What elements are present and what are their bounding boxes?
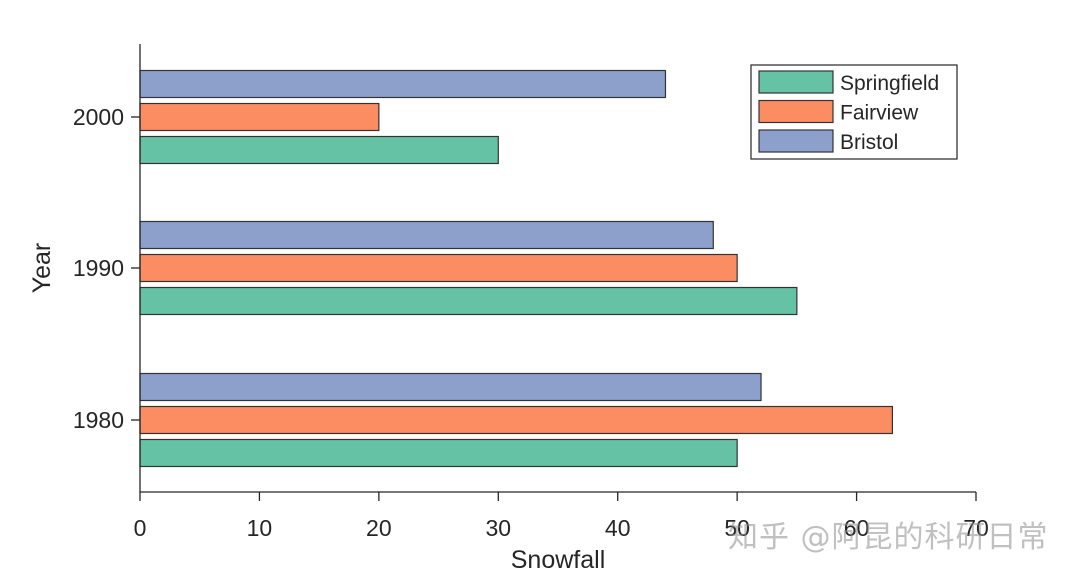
y-tick-label: 1990: [73, 255, 124, 281]
legend-label-springfield: Springfield: [840, 72, 939, 95]
bar-springfield-1980: [139, 438, 738, 468]
legend-swatch-fairview: [758, 99, 834, 124]
bar-bristol-1990: [139, 220, 714, 250]
x-tick-label: 40: [605, 515, 631, 541]
bar-bristol-1980: [139, 372, 762, 402]
bar-springfield-1990: [139, 286, 798, 316]
bar-springfield-2000: [139, 135, 499, 165]
x-tick-label: 20: [366, 515, 392, 541]
bar-fairview-1980: [139, 405, 894, 435]
y-tick-label: 1980: [73, 407, 124, 433]
bar-fairview-2000: [139, 102, 380, 132]
axes-group: 0 10 20 30 40 50 60 70 1980 1990 2000: [73, 44, 989, 541]
x-tick-label: 50: [724, 515, 750, 541]
x-tick-label: 30: [485, 515, 511, 541]
y-tick-label: 2000: [73, 104, 124, 130]
legend-swatch-springfield: [758, 70, 834, 94]
bar-bristol-2000: [139, 69, 667, 99]
y-axis-label: Year: [28, 243, 56, 294]
watermark: 知乎 @阿昆的科研日常: [728, 520, 1049, 555]
legend-label-bristol: Bristol: [840, 131, 898, 154]
bars-group: [139, 69, 894, 468]
x-axis-label: Snowfall: [511, 546, 606, 574]
x-tick-label: 60: [844, 515, 870, 541]
x-tick-label: 70: [963, 515, 989, 541]
legend-swatch-bristol: [758, 129, 834, 153]
legend: Springfield Fairview Bristol: [750, 64, 958, 160]
bar-fairview-1990: [139, 253, 738, 283]
x-tick-label: 0: [134, 515, 147, 541]
legend-label-fairview: Fairview: [840, 102, 919, 125]
x-tick-label: 10: [247, 515, 273, 541]
